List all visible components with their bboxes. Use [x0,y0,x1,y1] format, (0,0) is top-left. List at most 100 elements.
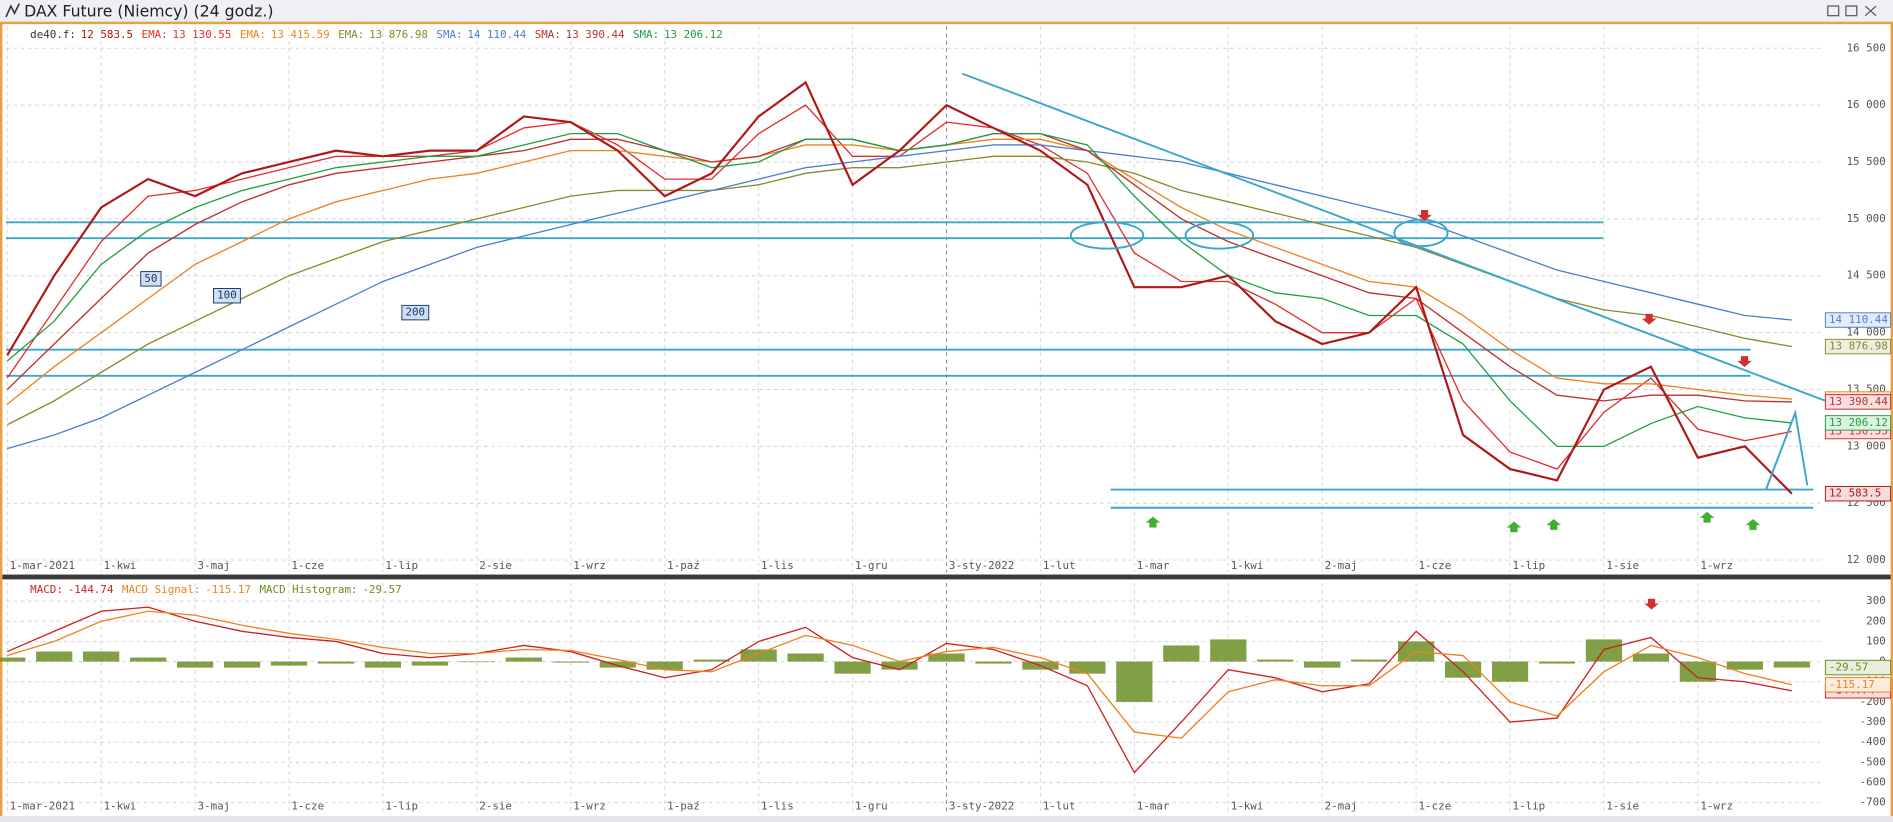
arrow [1644,598,1659,610]
price-tag-box [1824,677,1892,693]
x-tick-label: 1-mar-2021 [10,559,75,572]
histogram-bar [1632,653,1670,662]
x-tick-label: 2-maj [1325,559,1358,572]
legend-value: -115.17 [205,583,251,596]
x-tick-label: 1-cze [291,799,324,812]
histogram-bar [1163,645,1200,662]
price-tag-box [1824,338,1892,355]
price-tag: -115.17 [1824,677,1892,693]
histogram-bar [1116,661,1153,702]
histogram-bar [1444,661,1482,678]
x-tick-label: 1-cze [1419,559,1452,572]
histogram-bar [1069,661,1106,674]
histogram-bar [881,661,918,670]
price-tag-label: 13 390.44 [1829,395,1888,408]
y-tick-label: -700 [1860,796,1886,809]
histogram-bar [552,661,589,663]
x-tick-label: 1-lip [1512,799,1545,812]
arrow [1737,356,1752,367]
histogram-bar [1210,639,1247,662]
histogram-bar [975,661,1012,664]
price-tag: 13 206.12 [1824,415,1892,431]
price-tag-label: 14 110.44 [1829,313,1888,326]
price-tag: 13 390.44 [1824,394,1892,410]
price-tag-label: 13 876.98 [1829,340,1888,353]
histogram-bar [36,651,73,662]
x-tick-label: 2-sie [479,799,512,812]
x-tick-label: 1-lut [1043,559,1076,572]
x-tick-label: 1-mar [1137,799,1170,812]
histogram-bar [0,657,26,662]
indicator-line [7,610,1792,739]
window-buttons[interactable] [1827,5,1877,17]
y-tick-label: 100 [1866,634,1886,647]
arrow [1699,511,1715,523]
close-button[interactable] [1864,5,1877,17]
x-tick-label: 1-paź [667,799,700,812]
x-tick-label: 1-wrz [1700,559,1733,572]
x-tick-label: 1-mar [1137,559,1170,572]
legend-value: 13 130.55 [173,28,232,41]
ma-label-text: 50 [144,272,157,285]
histogram-bar [505,657,542,662]
x-tick-label: 1-gru [855,559,888,572]
histogram-bar [1257,659,1294,662]
legend-value: -144.74 [68,583,114,596]
price-tag-label: 12 583.5 [1829,487,1881,500]
legend-value: 14 110.44 [467,28,526,41]
ma-label: 50 [140,271,162,287]
price-tag-label: 13 206.12 [1829,416,1888,429]
ma-label-box [140,271,162,287]
trend-line [961,72,1826,402]
y-tick-label: 200 [1866,614,1886,627]
ma-label-box [213,288,241,304]
legend-name: SMA: [535,28,561,41]
x-tick-label: 3-maj [198,799,231,812]
price-tag: 14 110.44 [1824,312,1892,328]
x-tick-label: 1-wrz [573,799,606,812]
legend-name: SMA: [633,28,659,41]
y-tick-label: 12 000 [1847,553,1886,566]
y-tick-label: 300 [1866,594,1886,607]
x-tick-label: 1-lip [385,799,418,812]
legend-name: EMA: [240,28,266,41]
x-tick-label: 1-cze [291,559,324,572]
price-line [6,80,1793,495]
price-tag: 12 583.5 [1824,485,1892,502]
y-tick-label: 14 500 [1847,269,1886,282]
x-tick-label: 1-kwi [104,799,137,812]
price-tag-box [1824,312,1892,328]
legend-value: 13 876.98 [369,28,428,41]
y-tick-label: 16 500 [1847,41,1886,54]
arrow [1506,521,1522,533]
x-tick-label: 1-lip [385,559,418,572]
x-tick-label: 1-kwi [1231,559,1264,572]
histogram-bar [270,661,308,666]
legend-name: MACD Signal: [122,583,200,596]
histogram-bar [834,661,871,674]
minimize-button[interactable] [1827,5,1840,17]
y-tick-label: 16 000 [1847,98,1886,111]
x-tick-label: 1-kwi [104,559,137,572]
price-tag-tint [1825,486,1891,501]
arrow [1745,519,1761,530]
restore-button[interactable] [1845,5,1858,17]
histogram-bar [1726,661,1763,670]
x-tick-label: 1-lis [761,799,794,812]
window-title: DAX Future (Niemcy) (24 godz.) [24,2,273,21]
x-tick-label: 1-sie [1606,559,1639,572]
histogram-bar [223,661,261,668]
price-tag-tint [1825,677,1891,693]
price-tag-box [1824,415,1892,431]
arrow [1546,519,1562,530]
y-tick-label: -500 [1860,755,1886,768]
indicator-line [7,144,1792,450]
arrow [1417,210,1432,221]
price-tag-box [1824,659,1892,676]
histogram-bar [458,661,495,663]
histogram-bar [1679,661,1717,682]
y-tick-label: -300 [1860,715,1886,728]
y-tick-label: -400 [1860,735,1886,748]
